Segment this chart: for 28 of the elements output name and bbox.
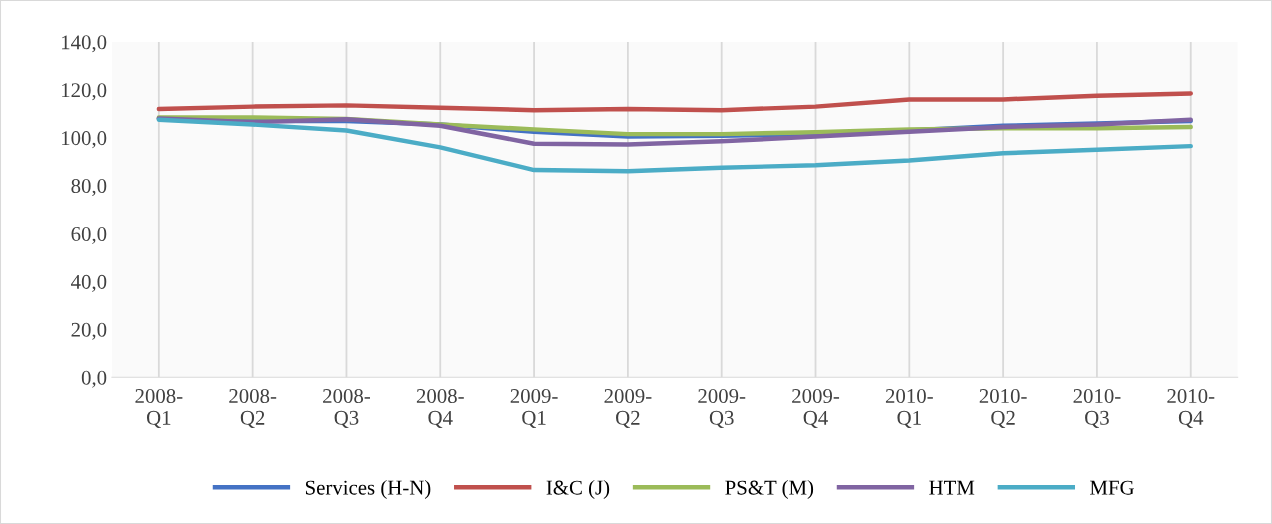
x-tick-label: 2008-Q1: [135, 388, 183, 429]
y-tick-label: 100,0: [62, 131, 107, 149]
line-series: [156, 116, 1193, 147]
y-tick-label: 20,0: [71, 322, 107, 340]
legend-label: PS&T (M): [725, 480, 814, 499]
x-tick-label: 2008-Q4: [416, 388, 464, 429]
y-tick-label: 140,0: [62, 35, 107, 53]
x-tick-label: 2010-Q2: [979, 388, 1027, 429]
y-tick-label: 80,0: [71, 179, 107, 197]
x-tick-label: 2009-Q3: [698, 388, 746, 429]
legend-label: MFG: [1090, 480, 1134, 495]
x-tick-label: 2009-Q1: [510, 388, 558, 429]
x-tick-label: 2010-Q4: [1167, 388, 1215, 429]
x-tick-label: 2008-Q3: [323, 388, 371, 429]
x-tick-label: 2010-Q3: [1073, 388, 1121, 429]
x-tick-label: 2009-Q4: [792, 388, 840, 429]
y-tick-label: 60,0: [71, 226, 107, 244]
legend-label: I&C (J): [546, 480, 610, 499]
x-tick-label: 2010-Q1: [885, 388, 933, 429]
x-tick-label: 2008-Q2: [229, 388, 277, 429]
y-tick-label: 40,0: [71, 274, 107, 292]
legend-label: HTM: [929, 480, 975, 495]
legend-label: Services (H-N): [305, 480, 431, 499]
y-tick-label: 0,0: [81, 370, 107, 388]
y-tick-label: 120,0: [62, 83, 107, 101]
x-tick-label: 2009-Q2: [604, 388, 652, 429]
line-series: [156, 117, 1193, 174]
line-series: [156, 91, 1193, 113]
